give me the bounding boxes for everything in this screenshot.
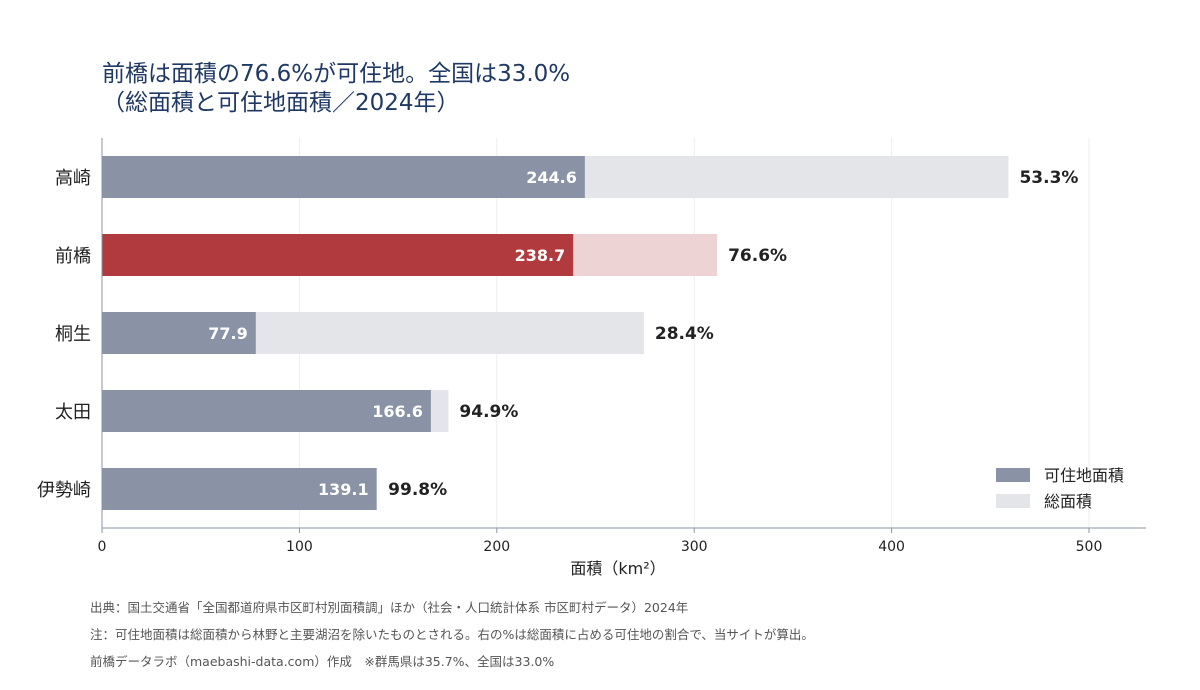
habitable-percent-label: 53.3% <box>1019 168 1078 188</box>
x-tick-label: 500 <box>1076 539 1103 555</box>
legend-label: 可住地面積 <box>1044 466 1124 485</box>
x-tick-label: 300 <box>681 539 708 555</box>
footnotes: 出典：国土交通省「全国都道府県市区町村別面積調」ほか（社会・人口統計体系 市区町… <box>90 594 814 675</box>
legend-label: 総面積 <box>1044 492 1092 511</box>
x-tick-label: 200 <box>483 539 510 555</box>
source-note: 出典：国土交通省「全国都道府県市区町村別面積調」ほか（社会・人口統計体系 市区町… <box>90 600 689 615</box>
habitable-percent-label: 76.6% <box>728 246 787 266</box>
x-tick-label: 0 <box>98 539 107 555</box>
habitable-percent-label: 94.9% <box>459 402 518 422</box>
chart-title-line-2: （総面積と可住地面積／2024年） <box>102 90 460 116</box>
chart-title-line-1: 前橋は面積の76.6%が可住地。全国は33.0% <box>102 61 571 87</box>
habitable-area-bar <box>102 390 431 432</box>
x-tick-label: 100 <box>286 539 313 555</box>
category-label: 前橋 <box>55 246 91 267</box>
habitable-percent-label: 99.8% <box>388 480 447 500</box>
habitable-area-bar <box>102 156 585 198</box>
habitable-area-bar <box>102 468 377 510</box>
habitable-percent-label: 28.4% <box>655 324 714 344</box>
definition-note: 注：可住地面積は総面積から林野と主要湖沼を除いたものとされる。右の%は総面積に占… <box>90 627 814 642</box>
category-label: 伊勢崎 <box>37 480 91 501</box>
bar-chart: 244.6 53.3% 高崎 238.7 76.6% 前橋 77.9 28.4% 桐生 166.6… <box>37 138 1146 578</box>
habitable-value-label: 77.9 <box>208 324 247 343</box>
credit-note: 前橋データラボ（maebashi-data.com）作成 ※群馬県は35.7%、… <box>90 654 555 669</box>
legend-swatch <box>996 468 1030 482</box>
x-tick-label: 400 <box>878 539 905 555</box>
category-label: 桐生 <box>55 324 91 345</box>
habitable-value-label: 244.6 <box>526 168 577 187</box>
category-label: 高崎 <box>55 168 91 189</box>
habitable-area-bar <box>102 234 574 276</box>
legend-swatch <box>996 494 1030 508</box>
chart-title: 前橋は面積の76.6%が可住地。全国は33.0% （総面積と可住地面積／2024… <box>102 60 570 118</box>
habitable-value-label: 238.7 <box>515 246 566 265</box>
x-axis-label: 面積（km²） <box>570 559 665 578</box>
category-label: 太田 <box>55 402 91 423</box>
habitable-area-bar <box>102 312 256 354</box>
habitable-value-label: 166.6 <box>372 402 423 421</box>
habitable-value-label: 139.1 <box>318 480 369 499</box>
